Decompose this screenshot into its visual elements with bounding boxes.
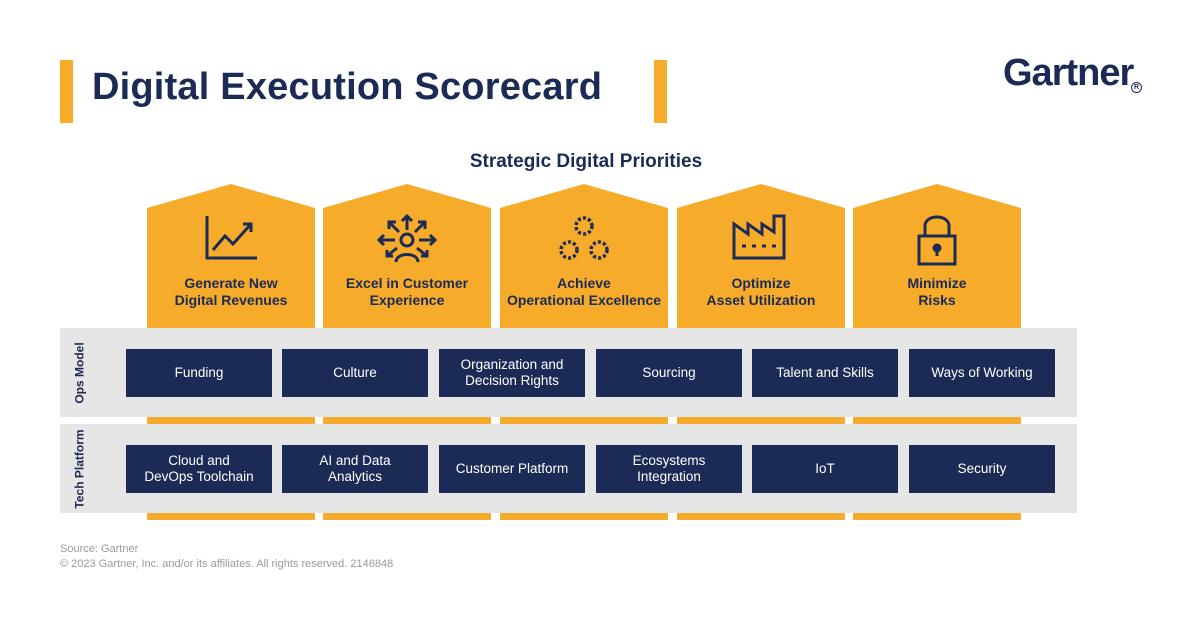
ops-item-talent: Talent and Skills [752, 349, 898, 397]
lock-icon [853, 212, 1021, 268]
tech-platform-label-text: Tech Platform [73, 428, 87, 509]
tech-item-security: Security [909, 445, 1055, 493]
priority-label-operational-excellence: Achieve Operational Excellence [500, 275, 668, 309]
priority-label-line: Achieve [557, 275, 611, 291]
priority-label-line: Digital Revenues [174, 292, 288, 308]
ops-model-label-text: Ops Model [73, 341, 87, 404]
tech-item-iot: IoT [752, 445, 898, 493]
box-line: Cloud and [168, 453, 230, 468]
priority-label-asset-utilization: Optimize Asset Utilization [677, 275, 845, 309]
priority-label-line: Generate New [184, 275, 278, 291]
ops-item-ways-of-working: Ways of Working [909, 349, 1055, 397]
priority-label-revenues: Generate New Digital Revenues [147, 275, 315, 309]
ops-item-funding: Funding [126, 349, 272, 397]
box-line: IoT [815, 461, 835, 476]
box-line: Organization and [460, 357, 564, 372]
box-line: Culture [333, 365, 377, 380]
box-line: AI and Data [319, 453, 391, 468]
tech-item-ecosystems: Ecosystems Integration [596, 445, 742, 493]
diagram-heading: Strategic Digital Priorities [469, 151, 703, 172]
box-line: Ways of Working [931, 365, 1033, 380]
box-line: Decision Rights [465, 373, 559, 388]
priority-label-line: Excel in Customer [345, 275, 469, 291]
priority-label-line: Risks [918, 292, 956, 308]
growth-chart-icon [147, 212, 315, 268]
title-accent-bar-right [654, 60, 667, 123]
tech-item-cloud-devops: Cloud and DevOps Toolchain [126, 445, 272, 493]
priority-label-customer-experience: Excel in Customer Experience [323, 275, 491, 309]
priority-label-line: Experience [369, 292, 445, 308]
box-line: Sourcing [642, 365, 696, 380]
tech-item-ai-data: AI and Data Analytics [282, 445, 428, 493]
priority-label-line: Operational Excellence [506, 292, 662, 308]
tech-platform-label: Tech Platform [60, 424, 100, 513]
copyright-note: © 2023 Gartner, Inc. and/or its affiliat… [60, 558, 394, 570]
tech-item-customer-platform: Customer Platform [439, 445, 585, 493]
priority-label-line: Asset Utilization [706, 292, 816, 308]
gears-icon [500, 212, 668, 268]
box-line: Funding [174, 365, 224, 380]
box-line: Security [957, 461, 1007, 476]
priority-label-risks: Minimize Risks [853, 275, 1021, 309]
factory-icon [677, 212, 845, 268]
page-title: Digital Execution Scorecard [92, 66, 603, 108]
ops-item-organization: Organization and Decision Rights [439, 349, 585, 397]
priority-label-line: Minimize [907, 275, 967, 291]
box-line: Customer Platform [455, 461, 569, 476]
box-line: Ecosystems [632, 453, 706, 468]
title-accent-bar-left [60, 60, 73, 123]
customer-arrows-icon [323, 212, 491, 268]
registered-mark: R [1131, 82, 1142, 93]
source-note: Source: Gartner [60, 543, 139, 555]
ops-item-sourcing: Sourcing [596, 349, 742, 397]
priority-label-line: Optimize [731, 275, 791, 291]
ops-model-label: Ops Model [60, 328, 100, 417]
box-line: Analytics [327, 469, 382, 484]
box-line: Integration [637, 469, 701, 484]
ops-item-culture: Culture [282, 349, 428, 397]
box-line: Talent and Skills [776, 365, 874, 380]
box-line: DevOps Toolchain [144, 469, 254, 484]
gartner-logo: Gartner [1003, 52, 1134, 94]
